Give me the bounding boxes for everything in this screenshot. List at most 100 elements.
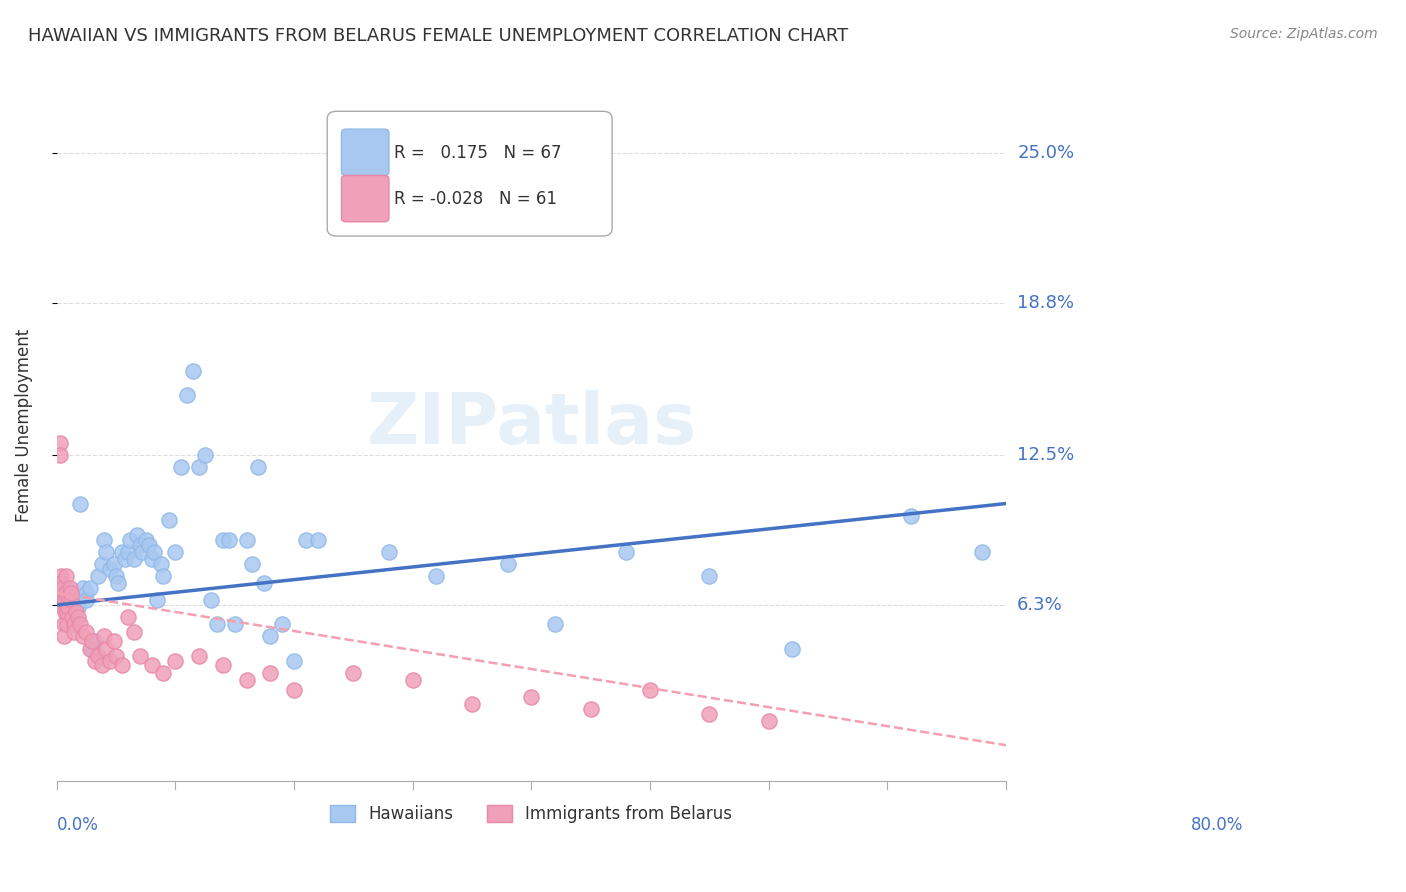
Point [59, 581, 82, 595]
Point [544, 617, 567, 632]
Point [55, 581, 77, 595]
Point [49, 448, 72, 462]
Point [699, 706, 721, 721]
Point [128, 648, 150, 663]
Point [104, 648, 127, 663]
Point [111, 658, 134, 673]
Point [157, 513, 180, 527]
Point [96, 545, 118, 559]
Point [283, 654, 305, 668]
Point [520, 690, 543, 704]
Point [128, 538, 150, 552]
Point [49, 436, 72, 450]
Text: R = -0.028   N = 61: R = -0.028 N = 61 [394, 190, 557, 208]
Point [900, 508, 922, 523]
Point [72, 581, 94, 595]
Point [59, 593, 82, 607]
Point [79, 581, 101, 595]
FancyBboxPatch shape [342, 176, 389, 222]
Point [614, 545, 637, 559]
Point [146, 593, 169, 607]
Point [378, 545, 401, 559]
Text: 80.0%: 80.0% [1191, 815, 1243, 834]
Point [152, 665, 174, 680]
Point [90, 658, 112, 673]
Point [60, 610, 83, 624]
Point [51, 581, 73, 595]
Point [58, 593, 80, 607]
Point [235, 673, 257, 687]
Point [55, 569, 77, 583]
Point [114, 552, 136, 566]
Point [181, 363, 204, 377]
Text: HAWAIIAN VS IMMIGRANTS FROM BELARUS FEMALE UNEMPLOYMENT CORRELATION CHART: HAWAIIAN VS IMMIGRANTS FROM BELARUS FEMA… [28, 27, 848, 45]
Text: R =   0.175   N = 67: R = 0.175 N = 67 [394, 144, 561, 161]
Point [138, 538, 160, 552]
Point [55, 586, 77, 600]
Point [51, 576, 73, 591]
Point [247, 460, 270, 475]
Point [87, 569, 110, 583]
Point [75, 593, 97, 607]
Point [52, 617, 75, 632]
Point [53, 605, 76, 619]
Point [117, 610, 139, 624]
Point [259, 665, 281, 680]
Point [66, 610, 89, 624]
Point [131, 545, 153, 559]
Point [496, 557, 519, 571]
Point [51, 593, 73, 607]
Point [75, 624, 97, 639]
Point [242, 557, 264, 571]
Point [141, 658, 163, 673]
Point [211, 658, 233, 673]
Point [259, 629, 281, 643]
Point [425, 569, 447, 583]
Point [165, 654, 187, 668]
Point [104, 569, 127, 583]
Point [120, 533, 142, 547]
Point [972, 545, 994, 559]
Point [51, 593, 73, 607]
Point [59, 605, 82, 619]
Legend: Hawaiians, Immigrants from Belarus: Hawaiians, Immigrants from Belarus [323, 798, 740, 830]
Point [58, 586, 80, 600]
Point [98, 654, 121, 668]
Point [122, 552, 145, 566]
Point [579, 702, 602, 716]
Point [79, 641, 101, 656]
Text: 12.5%: 12.5% [1017, 446, 1074, 464]
Y-axis label: Female Unemployment: Female Unemployment [15, 328, 32, 522]
FancyBboxPatch shape [342, 129, 389, 176]
Point [53, 593, 76, 607]
Point [75, 586, 97, 600]
Point [98, 562, 121, 576]
Text: 6.3%: 6.3% [1017, 596, 1063, 614]
Point [200, 593, 222, 607]
Point [699, 569, 721, 583]
Text: ZIPatlas: ZIPatlas [367, 391, 696, 459]
Point [51, 569, 73, 583]
Point [83, 634, 105, 648]
Point [165, 545, 187, 559]
Point [48, 581, 70, 595]
Point [253, 576, 276, 591]
Text: Source: ZipAtlas.com: Source: ZipAtlas.com [1230, 27, 1378, 41]
Point [66, 600, 89, 615]
Point [87, 648, 110, 663]
Point [342, 219, 364, 233]
Point [141, 552, 163, 566]
Point [135, 533, 157, 547]
Point [82, 634, 104, 648]
Point [170, 460, 193, 475]
Point [271, 617, 294, 632]
Point [93, 629, 115, 643]
Point [90, 557, 112, 571]
FancyBboxPatch shape [328, 112, 612, 236]
Point [402, 673, 425, 687]
Point [59, 586, 82, 600]
Point [295, 533, 318, 547]
Point [107, 576, 129, 591]
Point [56, 617, 79, 632]
Point [56, 605, 79, 619]
